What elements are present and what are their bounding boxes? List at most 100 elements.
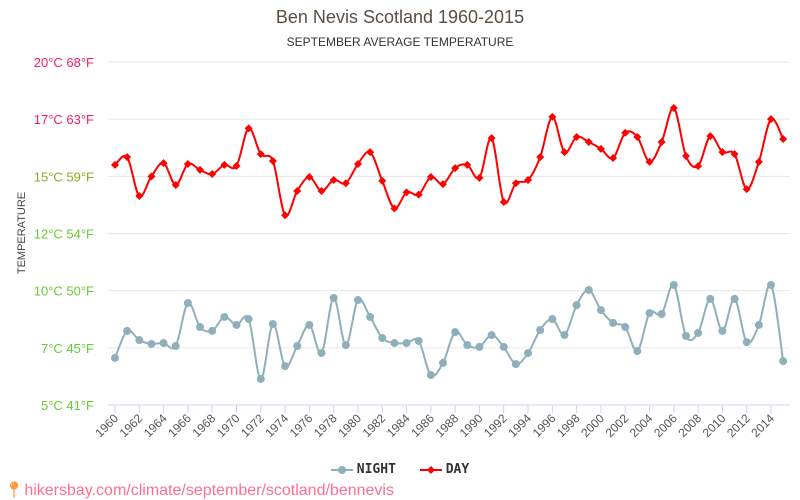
data-point-night [208,326,217,335]
data-point-night [487,331,496,340]
x-tick-label: 1960 [92,411,121,440]
data-point-day [293,186,302,195]
x-tick-label: 1970 [214,411,243,440]
data-point-day [754,157,763,166]
data-point-night [439,358,447,367]
data-point-night [147,339,156,348]
data-point-night [305,320,314,329]
data-point-day [560,148,569,157]
data-point-day [183,159,192,168]
data-point-night [742,338,751,347]
data-point-night [378,334,387,343]
x-tick-label: 2006 [651,411,680,440]
data-point-night [159,339,168,348]
data-point-day [730,150,739,159]
data-point-night [268,320,277,329]
data-point-day [414,190,423,199]
data-point-night [524,349,533,358]
data-point-day [366,148,375,157]
data-point-night [135,336,144,345]
x-tick-label: 1974 [262,411,291,440]
data-point-night [560,331,569,340]
data-point-day [548,112,557,121]
data-point-day [584,138,593,147]
data-point-day [451,164,460,173]
x-tick-label: 1968 [190,411,219,440]
data-point-day [487,134,496,143]
data-point-night [718,326,727,335]
y-tick-label: 17°C 63°F [34,112,94,127]
legend-day-label: DAY [445,462,470,477]
x-tick-label: 1986 [408,411,437,440]
data-point-night [681,331,690,340]
data-point-night [706,294,715,303]
x-tick-label: 1982 [360,411,389,440]
data-point-day [511,179,520,188]
data-point-night [572,301,581,310]
data-point-day [171,181,180,190]
data-point-day [572,133,581,142]
data-point-day [621,128,630,137]
data-point-day [633,133,642,142]
data-point-day [426,173,435,182]
data-point-night [426,371,435,380]
x-tick-label: 2014 [748,411,777,440]
data-point-night [341,341,350,350]
y-tick-label: 10°C 50°F [34,284,94,299]
data-point-day [135,191,144,200]
data-point-day [767,115,775,124]
source-link[interactable]: 📍︎hikersbay.com/climate/september/scotla… [4,480,394,500]
data-point-day [268,157,277,166]
x-tick-label: 1984 [384,411,413,440]
data-point-night [730,294,739,303]
data-point-day [281,211,290,220]
x-tick-label: 2008 [675,411,704,440]
data-point-night [767,280,775,289]
data-point-day [353,159,362,168]
x-tick-label: 2000 [578,411,607,440]
data-point-day [609,154,618,163]
data-point-night [754,320,763,329]
data-point-night [475,342,484,351]
x-tick-label: 1992 [481,411,510,440]
data-point-night [390,339,399,348]
x-tick-label: 2004 [627,411,656,440]
data-point-night [111,353,119,362]
data-point-night [657,309,666,318]
data-point-night [633,347,642,356]
data-point-day [681,151,690,160]
x-tick-label: 2010 [700,411,729,440]
data-point-night [536,325,545,334]
data-point-day [305,173,314,182]
data-point-night [317,349,326,358]
data-point-day [232,162,241,171]
x-tick-label: 1976 [287,411,316,440]
data-point-day [111,160,119,169]
legend-night[interactable]: NIGHT [330,462,396,477]
data-point-night [366,312,375,321]
legend-day[interactable]: DAY [419,462,470,477]
data-point-day [524,175,533,184]
data-point-day [742,185,751,194]
data-point-night [621,323,630,332]
data-point-day [499,197,508,206]
data-point-night [511,360,520,369]
data-point-night [232,320,241,329]
data-point-day [536,153,545,162]
x-tick-label: 1996 [530,411,559,440]
data-point-night [183,299,192,308]
data-point-night [669,280,678,289]
y-axis-label: TEMPERATURE [16,192,28,274]
chart-title: Ben Nevis Scotland 1960-2015 [275,7,525,27]
data-point-day [779,135,788,144]
x-tick-label: 1994 [505,411,534,440]
data-point-night [609,318,618,327]
data-point-day [657,138,666,147]
data-point-night [196,323,205,332]
data-point-day [147,172,156,181]
data-point-night [779,357,788,366]
data-point-day [341,179,350,188]
data-point-night [694,328,703,337]
x-tick-label: 1966 [165,411,194,440]
